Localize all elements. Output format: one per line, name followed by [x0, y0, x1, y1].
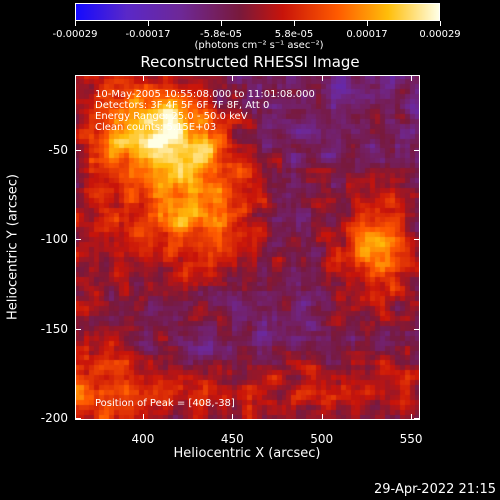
chart-title: Reconstructed RHESSI Image [140, 53, 360, 71]
colorbar-tick-mark [221, 21, 222, 26]
y-tick-mark [414, 239, 420, 241]
colorbar-tick-mark [440, 21, 441, 26]
colorbar-tick-label: -5.8e-05 [200, 29, 242, 40]
x-tick-mark [321, 75, 323, 81]
colorbar-tick-label: -0.00017 [125, 29, 171, 40]
x-tick-mark [142, 75, 144, 81]
x-tick-mark [411, 75, 413, 81]
y-tick-mark [75, 239, 81, 241]
y-tick-mark [414, 328, 420, 330]
x-tick-label: 450 [220, 432, 244, 446]
y-tick-mark [75, 418, 81, 420]
colorbar [75, 3, 440, 21]
annotation-clean: Clean counts: 5.15E+03 [95, 122, 217, 133]
x-tick-mark [411, 414, 413, 420]
colorbar-tick-label: 0.00017 [346, 29, 388, 40]
y-tick-mark [414, 418, 420, 420]
colorbar-tick-label: -0.00029 [52, 29, 98, 40]
annotation-time: 10-May-2005 10:55:08.000 to 11:01:08.000 [95, 89, 315, 100]
colorbar-tick-mark [75, 21, 76, 26]
x-tick-mark [321, 414, 323, 420]
timestamp: 29-Apr-2022 21:15 [374, 482, 496, 497]
x-axis-label: Heliocentric X (arcsec) [173, 446, 321, 461]
y-tick-label: -150 [40, 321, 68, 336]
annotation-detectors: Detectors: 3F 4F 5F 6F 7F 8F, Att 0 [95, 100, 270, 111]
colorbar-tick-mark [148, 21, 149, 26]
colorbar-tick-label: 5.8e-05 [274, 29, 314, 40]
y-tick-mark [75, 150, 81, 152]
y-axis-label: Heliocentric Y (arcsec) [5, 174, 21, 320]
colorbar-tick-mark [294, 21, 295, 26]
x-tick-mark [232, 414, 234, 420]
colorbar-tick-mark [367, 21, 368, 26]
x-tick-label: 550 [399, 432, 423, 446]
y-tick-label: -50 [48, 143, 68, 158]
x-tick-label: 500 [310, 432, 334, 446]
colorbar-units: (photons cm⁻² s⁻¹ asec⁻²) [194, 40, 324, 51]
colorbar-tick-label: 0.00029 [419, 29, 461, 40]
x-tick-mark [142, 414, 144, 420]
y-tick-label: -200 [40, 411, 68, 426]
x-tick-label: 400 [131, 432, 155, 446]
x-tick-mark [232, 75, 234, 81]
annotation-energy: Energy Range: 25.0 - 50.0 keV [95, 111, 248, 122]
y-tick-label: -100 [40, 232, 68, 247]
y-tick-mark [414, 150, 420, 152]
y-tick-mark [75, 328, 81, 330]
annotation-peak: Position of Peak = [408,-38] [95, 398, 235, 409]
heatmap-image [75, 75, 420, 420]
